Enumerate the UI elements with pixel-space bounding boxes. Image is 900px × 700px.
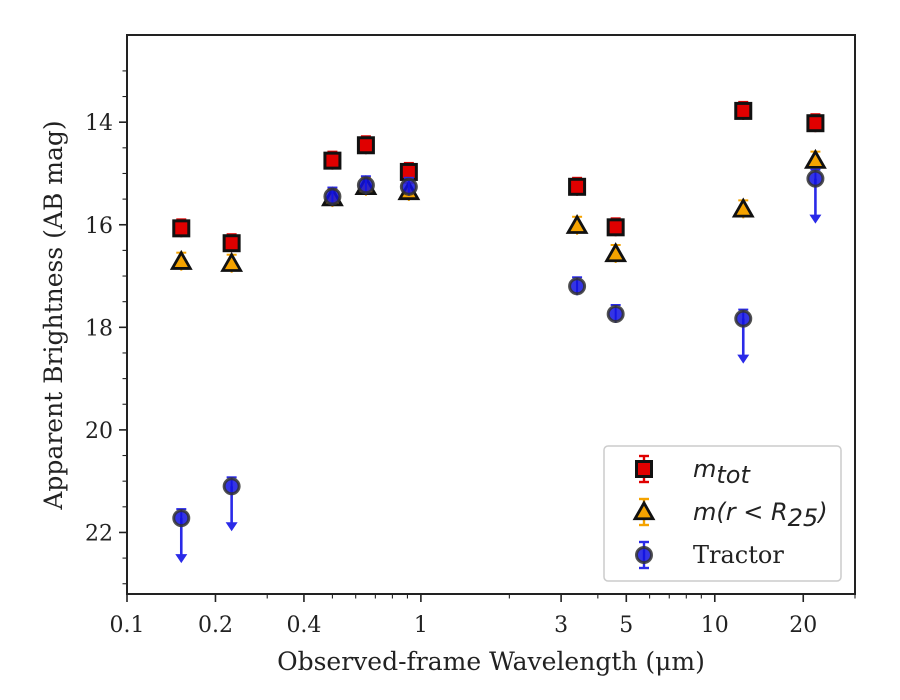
data-point-square (806, 114, 825, 133)
x-tick-label: 0.2 (198, 613, 233, 638)
legend-label: Tractor (693, 541, 784, 569)
data-point-circle (323, 187, 342, 206)
series-triangle (169, 148, 827, 273)
data-point-circle (356, 176, 375, 195)
y-tick-label: 16 (85, 214, 113, 239)
data-point-square (568, 177, 587, 196)
y-axis-label: Apparent Brightness (AB mag) (39, 120, 68, 510)
data-point-square (606, 218, 625, 237)
upper-limit-arrow-head (737, 354, 750, 364)
plot-area (169, 100, 827, 564)
legend-label: mtot (693, 455, 751, 489)
upper-limit-arrow-head (809, 214, 822, 224)
axes: 0.1 0.2 0.4 1 3 5 10 20 14 16 18 20 22 (85, 34, 856, 638)
x-tick-label: 0.4 (286, 613, 321, 638)
data-point-triangle (731, 197, 755, 218)
data-point-circle (806, 169, 825, 188)
data-point-triangle (804, 148, 827, 169)
data-point-circle (568, 277, 587, 296)
data-point-triangle (220, 251, 244, 272)
data-point-square (323, 151, 342, 170)
legend-marker-triangle (632, 500, 656, 521)
x-tick-label: 10 (701, 613, 729, 638)
y-tick-label: 14 (85, 111, 113, 136)
y-tick-label: 20 (85, 419, 113, 444)
series-square (172, 100, 825, 253)
x-tick-label: 1 (414, 613, 428, 638)
series-circle (172, 168, 825, 564)
data-point-circle (222, 477, 241, 496)
x-tick-label: 3 (554, 613, 568, 638)
upper-limit-arrow-head (175, 554, 188, 564)
legend-marker-circle (635, 546, 653, 564)
x-tick-label: 20 (789, 613, 817, 638)
data-point-square (356, 136, 375, 155)
legend-label: m(r < R25) (693, 498, 828, 532)
data-point-triangle (604, 242, 628, 263)
x-tick-label: 0.1 (110, 613, 145, 638)
y-tick-label: 22 (85, 521, 113, 546)
legend-marker-square (635, 460, 653, 478)
data-point-circle (172, 509, 191, 528)
axes-frame (126, 34, 856, 595)
x-axis-label: Observed-frame Wavelength (μm) (277, 647, 705, 676)
data-point-square (222, 234, 241, 253)
upper-limit-arrow-head (225, 522, 238, 532)
data-point-circle (734, 309, 753, 328)
data-point-square (172, 219, 191, 238)
data-point-square (734, 101, 753, 120)
data-point-circle (399, 177, 418, 196)
data-point-circle (606, 304, 625, 323)
data-point-triangle (169, 249, 193, 270)
legend: mtot m(r < R25) Tractor (603, 445, 842, 582)
y-tick-label: 18 (85, 316, 113, 341)
legend-box (603, 445, 842, 582)
x-tick-label: 5 (619, 613, 633, 638)
data-point-triangle (565, 213, 589, 234)
